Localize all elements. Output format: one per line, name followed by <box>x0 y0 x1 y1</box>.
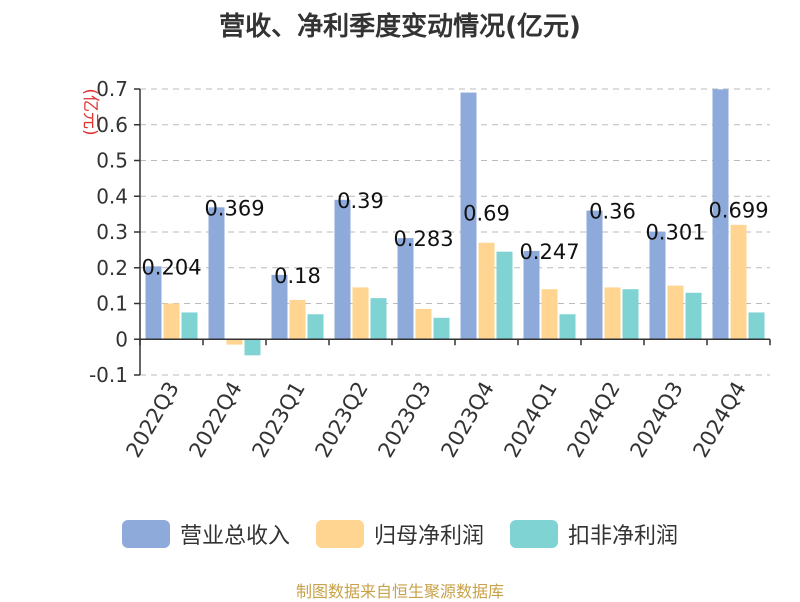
x-tick-label: 2023Q1 <box>247 378 309 462</box>
x-tick-label: 2024Q3 <box>625 378 687 462</box>
bar-扣非净利润-2024Q3 <box>685 292 702 340</box>
bar-扣非净利润-2022Q4 <box>244 339 261 356</box>
x-tick-label: 2024Q4 <box>688 378 750 462</box>
legend-label-deducted-profit: 扣非净利润 <box>568 524 679 549</box>
bar-归母净利润-2023Q1 <box>289 299 306 340</box>
data-label: 0.699 <box>708 198 768 222</box>
bar-营业总收入-2024Q3 <box>649 231 666 340</box>
x-tick-label: 2022Q3 <box>121 378 183 462</box>
bar-归母净利润-2024Q2 <box>604 287 621 340</box>
bar-扣非净利润-2024Q1 <box>559 314 576 340</box>
bar-营业总收入-2022Q4 <box>208 207 225 340</box>
chart-title: 营收、净利季度变动情况(亿元) <box>219 12 581 42</box>
bar-营业总收入-2023Q2 <box>334 199 351 340</box>
bar-扣非净利润-2023Q1 <box>307 314 324 340</box>
bar-营业总收入-2023Q4 <box>460 92 477 340</box>
bar-归母净利润-2024Q1 <box>541 289 558 340</box>
bar-营业总收入-2023Q3 <box>397 238 414 340</box>
y-tick-label: 0.3 <box>96 220 128 244</box>
data-label: 0.301 <box>645 221 705 245</box>
source-note: 制图数据来自恒生聚源数据库 <box>295 582 504 601</box>
bar-归母净利润-2023Q2 <box>352 287 369 340</box>
bar-营业总收入-2024Q1 <box>523 250 540 340</box>
x-tick-label: 2023Q2 <box>310 378 372 462</box>
bar-归母净利润-2024Q3 <box>667 285 684 340</box>
y-tick-label: -0.1 <box>89 363 128 387</box>
y-tick-label: 0.2 <box>96 256 128 280</box>
y-tick-label: 0.6 <box>96 113 128 137</box>
bar-扣非净利润-2023Q3 <box>433 317 450 340</box>
x-tick-label: 2023Q4 <box>436 378 498 462</box>
data-label: 0.204 <box>141 255 201 279</box>
bar-扣非净利润-2022Q3 <box>181 312 198 340</box>
legend-label-revenue: 营业总收入 <box>179 524 290 549</box>
y-axis-ticks: 0.7 0.6 0.5 0.4 0.3 0.2 0.1 0 -0.1 <box>89 77 771 387</box>
legend-item-deducted-profit[interactable]: 扣非净利润 <box>510 518 678 550</box>
bar-扣非净利润-2023Q4 <box>496 251 513 340</box>
legend-item-net-profit[interactable]: 归母净利润 <box>315 518 484 550</box>
data-label: 0.39 <box>337 189 384 213</box>
data-label: 0.369 <box>204 196 264 220</box>
data-labels: 0.204 0.369 0.18 0.39 0.283 0.69 0.247 0.36 0.30… <box>141 189 768 288</box>
y-tick-label: 0.1 <box>96 292 128 316</box>
y-tick-label: 0.5 <box>96 149 128 173</box>
x-tick-label: 2022Q4 <box>184 378 246 462</box>
x-tick-label: 2024Q2 <box>562 378 624 462</box>
bar-扣非净利润-2024Q2 <box>622 289 639 340</box>
legend-swatch-deducted-profit <box>510 520 558 548</box>
legend: 营业总收入 归母净利润 扣非净利润 <box>0 518 800 550</box>
legend-label-net-profit: 归母净利润 <box>373 524 484 549</box>
data-label: 0.247 <box>519 240 579 264</box>
x-axis-tick-labels: 2022Q3 2022Q4 2023Q1 2023Q2 2023Q3 2023Q4 2024… <box>121 378 750 462</box>
y-axis-label: (亿元) <box>80 88 100 135</box>
legend-swatch-revenue <box>121 520 170 548</box>
bar-营业总收入-2023Q1 <box>271 274 288 340</box>
y-tick-label: 0.4 <box>96 184 128 208</box>
bar-营业总收入-2024Q4 <box>712 89 729 340</box>
bars <box>145 89 765 356</box>
data-label: 0.18 <box>274 264 321 288</box>
legend-item-revenue[interactable]: 营业总收入 <box>121 518 290 550</box>
bar-归母净利润-2022Q3 <box>163 303 180 340</box>
bar-营业总收入-2024Q2 <box>586 210 603 340</box>
bar-归母净利润-2022Q4 <box>226 339 243 345</box>
x-tick-label: 2023Q3 <box>373 378 435 462</box>
data-label: 0.283 <box>393 227 453 251</box>
y-tick-label: 0.7 <box>96 77 128 101</box>
bar-归母净利润-2024Q4 <box>730 224 747 340</box>
x-tick-label: 2024Q1 <box>499 378 561 462</box>
bar-扣非净利润-2024Q4 <box>748 312 765 340</box>
data-label: 0.36 <box>589 200 636 224</box>
bar-归母净利润-2023Q3 <box>415 308 432 340</box>
data-label: 0.69 <box>463 202 510 226</box>
legend-swatch-net-profit <box>315 520 364 548</box>
bar-扣非净利润-2023Q2 <box>370 298 387 340</box>
y-tick-label: 0 <box>115 327 128 351</box>
bar-归母净利润-2023Q4 <box>478 242 495 340</box>
bar-营业总收入-2022Q3 <box>145 266 162 340</box>
